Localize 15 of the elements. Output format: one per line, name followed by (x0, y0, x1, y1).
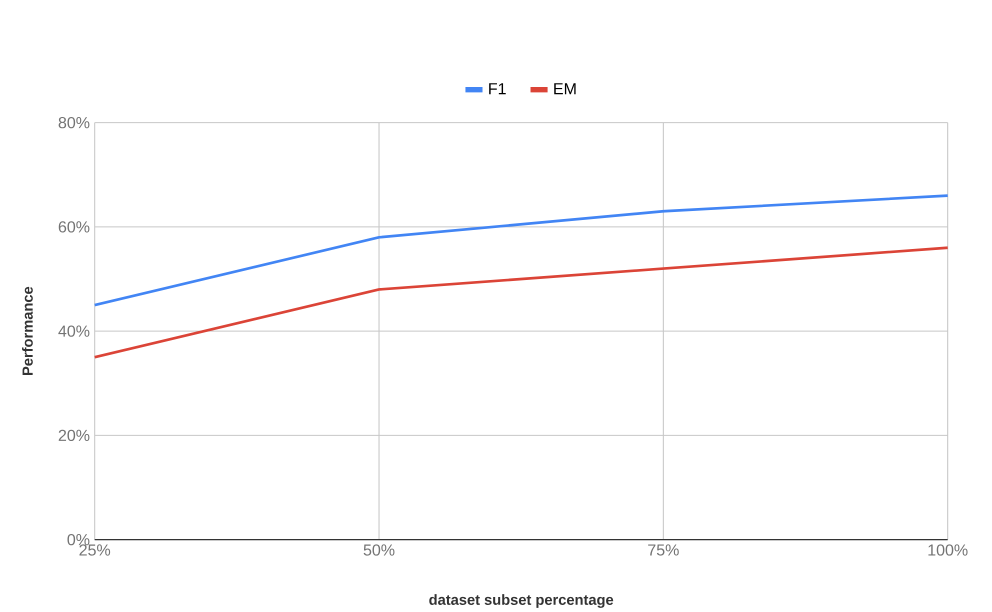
x-tick-label: 100% (928, 544, 968, 556)
legend-label: F1 (489, 83, 506, 94)
legend-label: EM (554, 83, 576, 94)
line-series (93, 246, 950, 358)
x-axis-title: dataset subset percentage (429, 594, 614, 608)
y-tick-label: 40% (58, 325, 90, 337)
y-axis-title: Performance (22, 286, 33, 375)
y-tick-label: 60% (58, 221, 90, 232)
line-series (93, 194, 950, 306)
x-tick-label: 75% (648, 544, 679, 556)
y-tick-label: 20% (58, 430, 90, 441)
y-tick-label: 80% (58, 116, 90, 128)
x-tick-label: 25% (79, 544, 110, 556)
x-tick-label: 50% (364, 544, 394, 556)
y-tick-label: 0% (67, 534, 90, 546)
